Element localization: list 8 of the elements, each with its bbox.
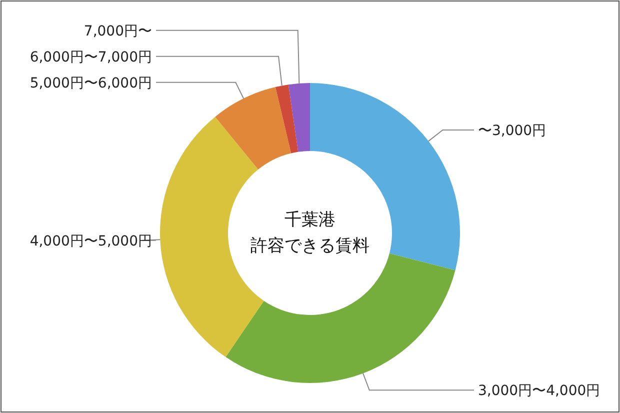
text: 千葉港 <box>284 210 336 230</box>
slice-label: 3,000円〜4,000円 <box>478 383 600 400</box>
slice-label: 6,000円〜7,000円 <box>30 49 152 66</box>
text: 許容できる賃料 <box>250 236 370 256</box>
slice-label: 7,000円〜 <box>84 23 152 40</box>
slice-label: 4,000円〜5,000円 <box>30 233 152 250</box>
slice-label: 5,000円〜6,000円 <box>30 75 152 92</box>
slice-label: 〜3,000円 <box>478 123 546 140</box>
